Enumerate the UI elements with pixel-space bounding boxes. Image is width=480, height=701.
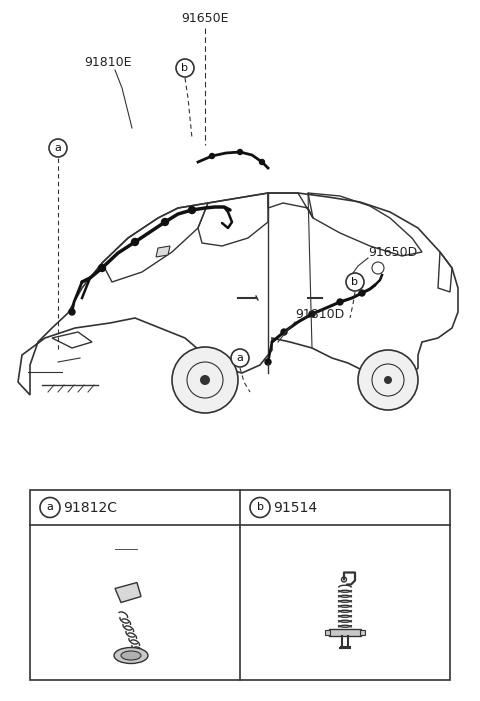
- Circle shape: [176, 59, 194, 77]
- Polygon shape: [115, 583, 141, 602]
- Text: 91812C: 91812C: [63, 501, 117, 515]
- Circle shape: [189, 207, 195, 214]
- Circle shape: [358, 350, 418, 410]
- Text: 91810D: 91810D: [295, 308, 344, 322]
- Circle shape: [260, 160, 264, 165]
- Ellipse shape: [121, 651, 141, 660]
- Text: 91810E: 91810E: [84, 55, 132, 69]
- Circle shape: [209, 154, 215, 158]
- Text: 91650E: 91650E: [181, 11, 229, 25]
- Circle shape: [309, 311, 315, 317]
- Circle shape: [49, 139, 67, 157]
- Bar: [360, 629, 365, 634]
- Circle shape: [359, 290, 365, 296]
- Bar: [325, 629, 330, 634]
- Polygon shape: [156, 246, 170, 257]
- Text: 91650D: 91650D: [368, 245, 417, 259]
- Text: 91514: 91514: [273, 501, 317, 515]
- Text: a: a: [55, 143, 61, 153]
- Text: b: b: [181, 63, 189, 73]
- Circle shape: [161, 219, 168, 226]
- Circle shape: [40, 498, 60, 517]
- Circle shape: [346, 273, 364, 291]
- Circle shape: [69, 309, 75, 315]
- Circle shape: [132, 238, 139, 245]
- Circle shape: [250, 498, 270, 517]
- Text: b: b: [351, 277, 359, 287]
- Circle shape: [200, 375, 210, 385]
- Text: a: a: [47, 503, 53, 512]
- Circle shape: [337, 299, 343, 305]
- Text: a: a: [237, 353, 243, 363]
- Ellipse shape: [114, 648, 148, 664]
- Bar: [30, 490, 450, 680]
- Circle shape: [231, 349, 249, 367]
- Circle shape: [238, 149, 242, 154]
- Bar: [329, 629, 361, 636]
- Circle shape: [281, 329, 287, 335]
- Circle shape: [98, 264, 106, 271]
- Circle shape: [384, 376, 392, 384]
- Text: b: b: [256, 503, 264, 512]
- Circle shape: [265, 359, 271, 365]
- Circle shape: [172, 347, 238, 413]
